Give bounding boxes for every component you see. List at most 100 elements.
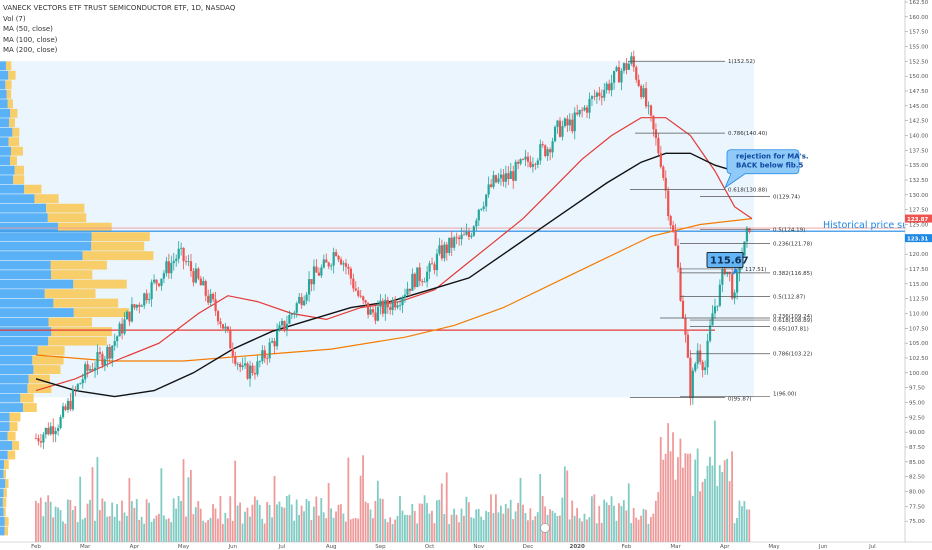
vp-bar-up bbox=[0, 375, 29, 384]
candle-body bbox=[227, 327, 229, 330]
volume-bar bbox=[552, 511, 554, 542]
fib-label: 0.382(116.85) bbox=[773, 271, 812, 277]
candle-body bbox=[101, 354, 103, 365]
candle-body bbox=[561, 126, 563, 137]
volume-bar bbox=[424, 495, 426, 542]
vp-bar-down bbox=[38, 346, 65, 355]
volume-bar bbox=[146, 499, 148, 542]
volume-bar bbox=[456, 515, 458, 542]
candle-body bbox=[357, 291, 359, 296]
candle-body bbox=[468, 232, 470, 237]
candle-body bbox=[347, 267, 349, 269]
candle-body bbox=[234, 356, 236, 364]
volume-bar bbox=[163, 515, 165, 542]
vp-bar-down bbox=[51, 261, 107, 270]
volume-bar bbox=[721, 472, 723, 542]
volume-bar bbox=[97, 457, 99, 542]
candle-body bbox=[47, 428, 49, 434]
candle-body bbox=[608, 84, 610, 91]
candle-body bbox=[170, 263, 172, 273]
candle-body bbox=[45, 428, 47, 434]
volume-bar bbox=[529, 508, 531, 542]
volume-bar bbox=[613, 506, 615, 542]
volume-bar bbox=[40, 498, 42, 542]
volume-bar bbox=[699, 491, 701, 542]
volume-bar bbox=[731, 451, 733, 542]
candle-body bbox=[291, 314, 293, 315]
candle-body bbox=[55, 431, 57, 434]
vp-bar-down bbox=[4, 508, 6, 517]
event-marker bbox=[541, 524, 550, 533]
volume-bar bbox=[151, 522, 153, 542]
candle-body bbox=[281, 321, 283, 325]
volume-bar bbox=[197, 501, 199, 542]
candle-body bbox=[249, 366, 251, 379]
time-axis-label: Jul bbox=[868, 544, 876, 550]
candle-body bbox=[647, 105, 649, 106]
volume-bar bbox=[156, 516, 158, 542]
candle-body bbox=[429, 263, 431, 271]
candle-body bbox=[318, 273, 320, 276]
volume-bar bbox=[141, 517, 143, 542]
candle-body bbox=[520, 159, 522, 164]
candle-body bbox=[175, 259, 177, 261]
candle-body bbox=[694, 364, 696, 371]
time-axis-label: 2020 bbox=[570, 544, 585, 550]
candle-body bbox=[306, 295, 308, 301]
volume-bar bbox=[515, 511, 517, 542]
volume-bar bbox=[684, 453, 686, 542]
volume-bar bbox=[500, 506, 502, 542]
volume-bar bbox=[69, 500, 71, 542]
candle-body bbox=[296, 303, 298, 312]
volume-bar bbox=[296, 500, 298, 542]
candle-body bbox=[421, 281, 423, 282]
volume-bar bbox=[638, 520, 640, 542]
volume-bar bbox=[443, 514, 445, 542]
volume-bar bbox=[402, 511, 404, 542]
candle-body bbox=[229, 330, 231, 349]
candle-body bbox=[524, 157, 526, 160]
volume-bar bbox=[106, 517, 108, 542]
volume-bar bbox=[215, 509, 217, 542]
candle-body bbox=[362, 296, 364, 300]
volume-bar bbox=[596, 523, 598, 542]
candle-body bbox=[441, 245, 443, 258]
vp-bar-up bbox=[0, 365, 33, 374]
volume-bar bbox=[406, 515, 408, 542]
candle-body bbox=[301, 297, 303, 305]
candle-body bbox=[153, 280, 155, 283]
volume-bar bbox=[539, 474, 541, 542]
volume-bar bbox=[680, 439, 682, 542]
volume-bar bbox=[716, 486, 718, 542]
price-tick-label: 80.00 bbox=[909, 490, 925, 496]
volume-bar bbox=[374, 501, 376, 542]
vp-bar-down bbox=[51, 270, 92, 279]
volume-bar bbox=[101, 498, 103, 542]
volume-bar bbox=[620, 506, 622, 542]
candle-body bbox=[643, 88, 645, 97]
candle-body bbox=[210, 294, 212, 303]
candle-body bbox=[286, 324, 288, 330]
vp-bar-down bbox=[10, 109, 17, 118]
volume-bar bbox=[377, 481, 379, 542]
candle-body bbox=[160, 279, 162, 286]
vp-bar-up bbox=[0, 118, 9, 127]
volume-bar bbox=[672, 432, 674, 542]
candle-body bbox=[335, 252, 337, 256]
time-axis-background bbox=[0, 542, 932, 550]
volume-bar bbox=[77, 522, 79, 542]
candle-body bbox=[485, 195, 487, 207]
volume-bar bbox=[264, 524, 266, 542]
volume-bar bbox=[340, 504, 342, 542]
candle-body bbox=[50, 426, 52, 434]
vp-bar-down bbox=[53, 299, 118, 308]
candle-body bbox=[121, 324, 123, 334]
candle-body bbox=[734, 293, 736, 299]
volume-bar bbox=[446, 472, 448, 542]
candle-body bbox=[214, 299, 216, 311]
volume-bar bbox=[652, 514, 654, 542]
candle-body bbox=[470, 236, 472, 237]
volume-bar bbox=[606, 502, 608, 542]
volume-bar bbox=[608, 505, 610, 542]
